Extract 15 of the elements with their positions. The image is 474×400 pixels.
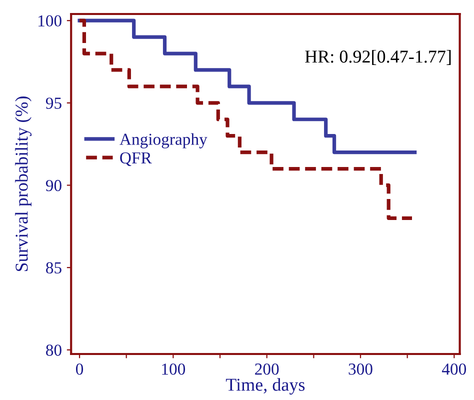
legend-label: Angiography [120,133,208,148]
y-tick-label: 90 [46,180,62,192]
y-tick-label: 95 [46,98,62,109]
y-tick-label: 80 [46,344,62,356]
x-tick-label: 100 [162,364,186,375]
x-tick-label: 200 [255,364,279,375]
x-tick-label: 400 [442,364,466,375]
x-axis-title: Time, days [226,378,305,395]
x-tick-label: 0 [76,364,84,375]
x-tick-label: 300 [348,364,372,375]
y-tick-label: 85 [46,262,62,274]
annotation: HR: 0.92[0.47-1.77] [305,50,451,65]
y-axis-title: Survival probability (%) [15,96,32,272]
legend-label: QFR [120,152,152,166]
y-tick-label: 100 [38,15,62,27]
